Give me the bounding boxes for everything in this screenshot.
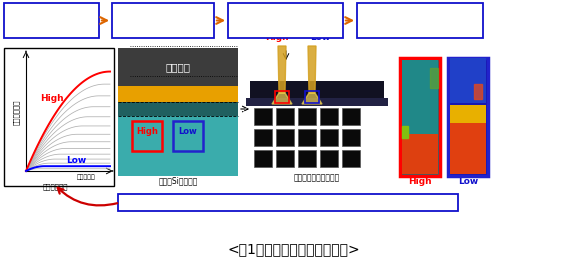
Bar bbox=[298, 129, 316, 146]
Text: <図1：今回開発した評価手法>: <図1：今回開発した評価手法> bbox=[227, 242, 360, 256]
Text: 1. 電気特性を測定: 1. 電気特性を測定 bbox=[24, 15, 79, 26]
Bar bbox=[276, 150, 294, 167]
Bar bbox=[305, 91, 319, 103]
Bar bbox=[276, 129, 294, 146]
Bar bbox=[400, 58, 440, 176]
Polygon shape bbox=[308, 46, 316, 93]
Text: ゲート電圧: ゲート電圧 bbox=[77, 174, 96, 180]
Bar bbox=[342, 129, 360, 146]
Text: デバイス: デバイス bbox=[166, 62, 191, 72]
Bar bbox=[448, 58, 488, 176]
Text: High: High bbox=[265, 33, 289, 42]
Bar bbox=[118, 116, 238, 176]
Text: ナノ電子回折パターン: ナノ電子回折パターン bbox=[294, 173, 340, 182]
Polygon shape bbox=[430, 68, 438, 88]
Bar bbox=[402, 134, 438, 174]
Text: High: High bbox=[408, 177, 432, 186]
Polygon shape bbox=[474, 84, 482, 99]
Polygon shape bbox=[278, 46, 286, 93]
Text: パターンを二次元で撮影: パターンを二次元で撮影 bbox=[258, 23, 313, 32]
Text: 2. チャネル部を切り出し、: 2. チャネル部を切り出し、 bbox=[130, 12, 195, 21]
Text: 試料を作製: 試料を作製 bbox=[150, 23, 176, 32]
Text: 同一結晶からなる: 同一結晶からなる bbox=[402, 19, 438, 28]
Bar bbox=[112, 3, 214, 38]
Bar bbox=[173, 121, 203, 151]
Bar bbox=[450, 58, 486, 103]
Text: Low: Low bbox=[66, 156, 86, 165]
Bar bbox=[320, 108, 338, 125]
Text: Low: Low bbox=[178, 127, 197, 135]
Bar bbox=[132, 121, 162, 151]
Bar bbox=[298, 150, 316, 167]
Bar bbox=[357, 3, 483, 38]
Polygon shape bbox=[272, 93, 292, 104]
Bar bbox=[246, 98, 388, 106]
Polygon shape bbox=[402, 126, 408, 138]
Text: 領域の可視化: 領域の可視化 bbox=[406, 27, 434, 35]
Bar bbox=[342, 108, 360, 125]
Text: High: High bbox=[40, 94, 63, 103]
Bar bbox=[298, 108, 316, 125]
Text: 電流電圧特性: 電流電圧特性 bbox=[43, 183, 68, 189]
Bar bbox=[275, 91, 289, 103]
Bar bbox=[118, 48, 238, 86]
Bar bbox=[118, 102, 238, 116]
Bar bbox=[342, 150, 360, 167]
Bar bbox=[402, 60, 438, 134]
Bar bbox=[118, 194, 458, 211]
Bar bbox=[450, 121, 486, 174]
Text: 5. 電気特性（電流駆動力）が劣化する要因の解明: 5. 電気特性（電流駆動力）が劣化する要因の解明 bbox=[225, 198, 351, 207]
Text: ドレイン電流: ドレイン電流 bbox=[13, 100, 19, 125]
Bar bbox=[4, 3, 99, 38]
Bar bbox=[250, 81, 384, 101]
Bar bbox=[276, 108, 294, 125]
Bar bbox=[118, 86, 238, 102]
Text: Low: Low bbox=[310, 33, 330, 42]
Bar bbox=[254, 129, 272, 146]
Text: 多結晶Siチャネル: 多結晶Siチャネル bbox=[158, 176, 198, 185]
Text: High: High bbox=[136, 127, 158, 135]
Polygon shape bbox=[302, 93, 322, 104]
Bar bbox=[254, 108, 272, 125]
Bar bbox=[450, 105, 486, 123]
Text: 4. 結晶性解析: 4. 結晶性解析 bbox=[399, 9, 441, 19]
Text: Low: Low bbox=[458, 177, 478, 186]
Bar bbox=[228, 3, 343, 38]
Bar bbox=[4, 48, 114, 186]
Bar bbox=[254, 150, 272, 167]
Bar bbox=[320, 129, 338, 146]
Text: 3. 結晶の電子回折: 3. 結晶の電子回折 bbox=[263, 12, 308, 21]
Bar bbox=[320, 150, 338, 167]
